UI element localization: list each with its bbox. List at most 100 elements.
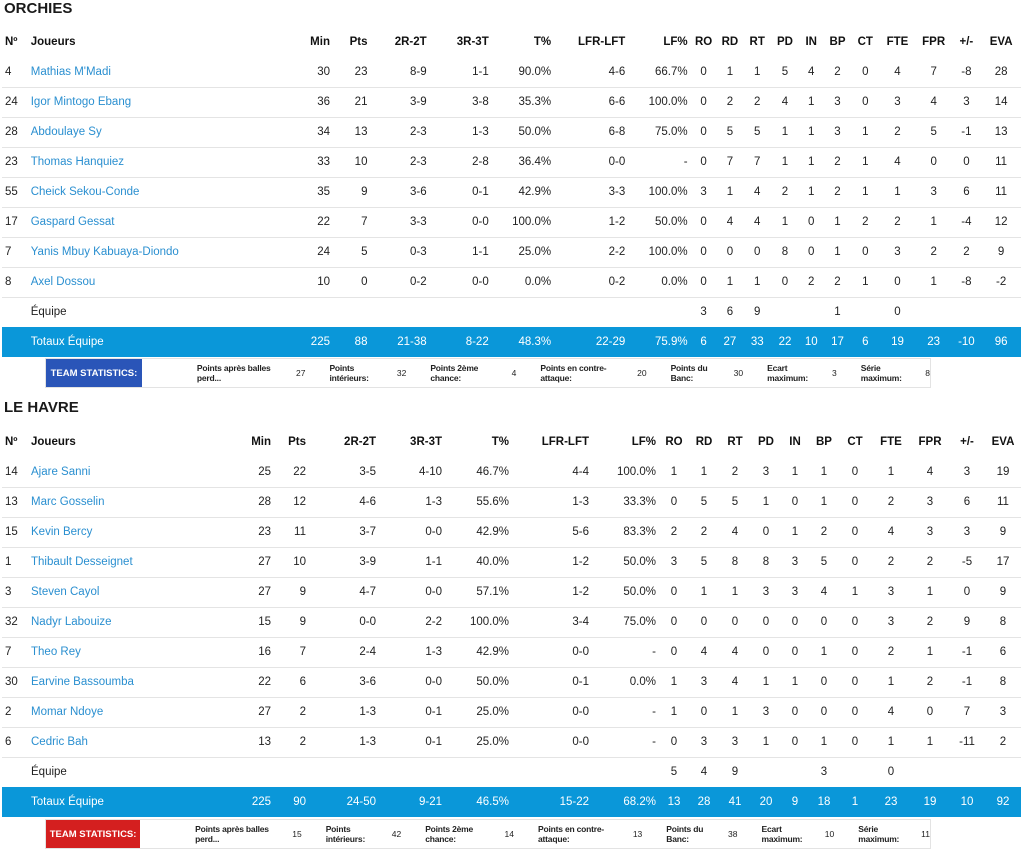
stat-cell-fpr: 4	[911, 457, 949, 488]
stat-cell-fg-pct: 55.6%	[445, 487, 512, 518]
player-link[interactable]: Thomas Hanquiez	[27, 147, 275, 178]
stat-cell-eva: 13	[981, 117, 1021, 148]
team-stat-value: 20	[637, 368, 647, 378]
player-link[interactable]: Cedric Bah	[28, 727, 228, 758]
stat-cell-3pt: 0-1	[379, 727, 445, 758]
player-link[interactable]: Earvine Bassoumba	[28, 667, 228, 698]
stat-cell-eva: -2	[981, 267, 1021, 298]
player-link[interactable]: Theo Rey	[28, 637, 228, 668]
player-link[interactable]: Abdoulaye Sy	[27, 117, 275, 148]
stat-cell-ct: 0	[839, 727, 871, 758]
player-link[interactable]: Thibault Desseignet	[28, 547, 228, 578]
stat-cell-2pt: 3-9	[370, 87, 430, 118]
stat-cell-ro: 1	[659, 697, 689, 728]
player-link[interactable]: Kevin Bercy	[28, 517, 228, 548]
player-link[interactable]: Steven Cayol	[28, 577, 228, 608]
totals-2pt: 24-50	[309, 787, 379, 817]
stat-cell-min: 16	[228, 637, 274, 668]
team-stat-label: Points après balles perd...	[196, 363, 271, 383]
stat-cell-ro: 0	[659, 577, 689, 608]
stat-cell-fpr: 2	[911, 607, 949, 638]
stat-cell-3pt: 0-0	[379, 577, 445, 608]
team-row-3pt	[430, 297, 492, 327]
stat-cell-3pt: 0-1	[379, 697, 445, 728]
stat-cell-ro: 3	[690, 177, 717, 208]
stat-cell-number: 3	[2, 577, 28, 608]
stat-cell-pd: 1	[771, 147, 799, 178]
stat-cell-bp: 2	[823, 177, 852, 208]
team-stat-label: Points du Banc:	[666, 824, 704, 844]
stat-cell-ft-pct: 100.0%	[628, 177, 691, 208]
stat-cell-plus-minus: -8	[951, 57, 982, 88]
player-link[interactable]: Marc Gosselin	[28, 487, 228, 518]
totals-fg-pct: 48.3%	[491, 327, 555, 357]
totals-ft-pct: 75.9%	[628, 327, 691, 357]
column-header-fpr: FPR	[922, 36, 946, 48]
stat-cell-pts: 9	[332, 177, 371, 208]
team-row-bp: 3	[820, 766, 828, 779]
team-stat-value: 11	[921, 829, 930, 839]
totals-3pt: 8-22	[429, 327, 492, 357]
team-stat-value: 8	[925, 368, 930, 378]
stat-cell-ro: 0	[690, 57, 717, 88]
player-row: 23 Thomas Hanquiez 33 10 2-3 2-8 36.4% 0-0-0 7 7 1…	[2, 147, 1021, 178]
stat-cell-fte: 3	[871, 577, 911, 608]
team-row-min	[274, 297, 333, 327]
team-row-pd	[751, 757, 781, 787]
team-row-2pt	[370, 297, 429, 327]
stat-cell-2pt: 2-3	[370, 147, 430, 178]
stat-cell-pd: 3	[751, 457, 781, 488]
stat-cell-2pt: 8-9	[370, 57, 430, 88]
player-link[interactable]: Ajare Sanni	[28, 457, 228, 488]
stat-cell-fte: 4	[871, 697, 911, 728]
stat-cell-ro: 0	[690, 117, 717, 148]
stat-cell-ro: 0	[690, 147, 717, 178]
totals-ro: 13	[659, 787, 689, 817]
player-link[interactable]: Nadyr Labouize	[28, 607, 228, 638]
stat-cell-eva: 3	[985, 697, 1021, 728]
player-link[interactable]: Axel Dossou	[27, 267, 275, 298]
stat-cell-rd: 4	[716, 207, 744, 238]
stat-cell-in: 3	[781, 547, 809, 578]
column-header-eva: EVA	[989, 36, 1013, 48]
team-stat-item: Ecart maximum: 10	[762, 824, 835, 844]
stat-cell-ft: 0-0	[512, 697, 592, 728]
stat-cell-ft-pct: -	[592, 637, 659, 668]
stat-cell-plus-minus: -4	[951, 207, 982, 238]
player-link[interactable]: Igor Mintogo Ebang	[27, 87, 275, 118]
player-link[interactable]: Yanis Mbuy Kabuaya-Diondo	[27, 237, 275, 268]
stat-cell-ft-pct: -	[592, 697, 659, 728]
stat-cell-ft: 0-0	[554, 147, 629, 178]
team-row-ft-pct	[628, 297, 690, 327]
totals-label: Totaux Équipe	[28, 787, 228, 817]
column-header-pts: Pts	[288, 436, 306, 448]
player-link[interactable]: Cheick Sekou-Conde	[27, 177, 275, 208]
stat-cell-ct: 1	[851, 267, 880, 298]
team-row-rd: 4	[700, 766, 708, 779]
totals-ft: 15-22	[512, 787, 592, 817]
stat-cell-ft-pct: 100.0%	[628, 87, 691, 118]
stat-cell-ft-pct: 83.3%	[592, 517, 659, 548]
team-stat-item: Points après balles perd... 15	[195, 824, 302, 844]
player-link[interactable]: Mathias M'Madi	[27, 57, 275, 88]
stat-cell-eva: 9	[985, 517, 1021, 548]
stat-cell-fte: 1	[879, 177, 916, 208]
team-row-pd	[771, 297, 799, 327]
totals-ft: 22-29	[554, 327, 629, 357]
stat-cell-eva: 8	[985, 667, 1021, 698]
stat-cell-ft: 1-2	[554, 207, 629, 238]
stat-cell-pd: 1	[771, 207, 799, 238]
stat-cell-3pt: 1-3	[429, 117, 492, 148]
stat-cell-number: 2	[2, 697, 28, 728]
player-link[interactable]: Gaspard Gessat	[27, 207, 275, 238]
stat-cell-fpr: 1	[911, 727, 949, 758]
stat-cell-bp: 2	[823, 147, 852, 178]
column-header-ct: CT	[847, 436, 863, 448]
stat-cell-ro: 1	[659, 667, 689, 698]
stat-cell-rt: 1	[719, 697, 751, 728]
stat-cell-ft: 1-3	[512, 487, 592, 518]
stat-cell-ct: 0	[839, 517, 871, 548]
stat-cell-rt: 1	[743, 57, 772, 88]
player-link[interactable]: Momar Ndoye	[28, 697, 228, 728]
stat-cell-eva: 11	[981, 147, 1021, 178]
